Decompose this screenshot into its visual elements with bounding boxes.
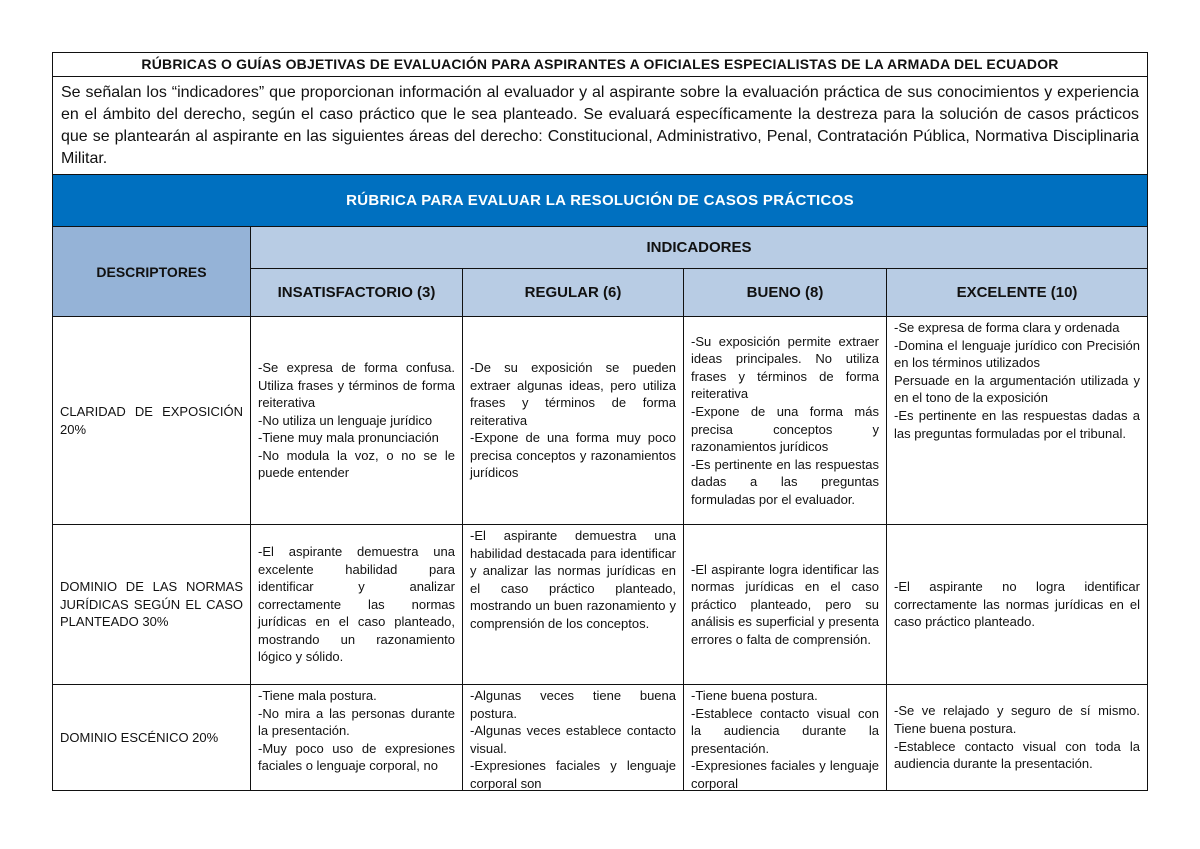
descriptor-text: CLARIDAD DE EXPOSICIÓN 20% bbox=[60, 403, 243, 437]
indicator-cell: -Tiene buena postura. -Establece contact… bbox=[683, 684, 887, 791]
indicator-cell: -Su exposición permite extraer ideas pri… bbox=[683, 316, 887, 525]
indicator-cell: -Algunas veces tiene buena postura. -Alg… bbox=[462, 684, 684, 791]
rubric-title: RÚBRICA PARA EVALUAR LA RESOLUCIÓN DE CA… bbox=[52, 174, 1148, 227]
indicator-cell: -Se expresa de forma confusa. Utiliza fr… bbox=[250, 316, 463, 525]
indicator-cell: -El aspirante logra identificar las norm… bbox=[683, 524, 887, 685]
descriptor-cell: DOMINIO ESCÉNICO 20% bbox=[52, 684, 251, 791]
descriptors-header: DESCRIPTORES bbox=[52, 226, 251, 317]
level-header-excelente: EXCELENTE (10) bbox=[886, 268, 1148, 317]
intro-paragraph: Se señalan los “indicadores” que proporc… bbox=[52, 76, 1148, 175]
indicator-cell: -De su exposición se pueden extraer algu… bbox=[462, 316, 684, 525]
level-header-insatisfactorio: INSATISFACTORIO (3) bbox=[250, 268, 463, 317]
indicators-header: INDICADORES bbox=[250, 226, 1148, 269]
descriptor-cell: CLARIDAD DE EXPOSICIÓN 20% bbox=[52, 316, 251, 525]
level-header-regular: REGULAR (6) bbox=[462, 268, 684, 317]
indicator-cell: -El aspirante no logra identificar corre… bbox=[886, 524, 1148, 685]
indicator-cell: -Se ve relajado y seguro de sí mismo. Ti… bbox=[886, 684, 1148, 791]
document-title: RÚBRICAS O GUÍAS OBJETIVAS DE EVALUACIÓN… bbox=[52, 52, 1148, 77]
level-header-bueno: BUENO (8) bbox=[683, 268, 887, 317]
descriptor-cell: DOMINIO DE LAS NORMAS JURÍDICAS SEGÚN EL… bbox=[52, 524, 251, 685]
indicator-cell: -El aspirante demuestra una excelente ha… bbox=[250, 524, 463, 685]
indicator-cell: -Se expresa de forma clara y ordenada -D… bbox=[886, 316, 1148, 525]
indicator-cell: -El aspirante demuestra una habilidad de… bbox=[462, 524, 684, 685]
indicator-cell: -Tiene mala postura. -No mira a las pers… bbox=[250, 684, 463, 791]
